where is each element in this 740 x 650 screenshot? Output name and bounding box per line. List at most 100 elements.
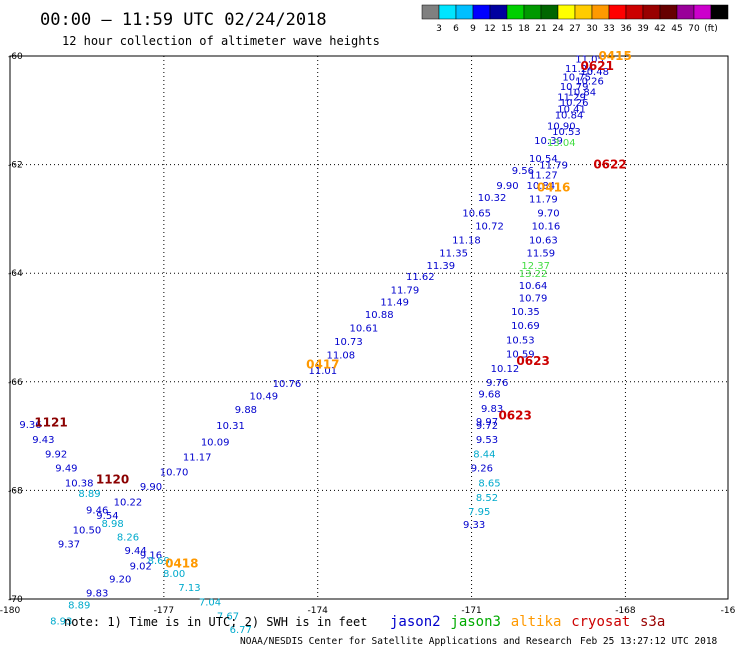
pass-time-label: 1121 bbox=[34, 416, 67, 430]
wave-height-value: 13.04 bbox=[547, 138, 576, 149]
wave-height-value: 10.64 bbox=[519, 281, 548, 292]
pass-time-label: 0621 bbox=[581, 59, 614, 73]
colorbar-swatch bbox=[591, 4, 610, 20]
pass-time-label: 0623 bbox=[498, 408, 531, 422]
x-tick-label: -177 bbox=[154, 606, 174, 616]
y-tick-label: -62 bbox=[8, 161, 23, 171]
wave-height-value: 8.93 bbox=[50, 617, 72, 628]
colorbar-label: 33 bbox=[603, 24, 614, 34]
wave-height-value: 8.52 bbox=[476, 493, 498, 504]
wave-height-value: 11.62 bbox=[406, 272, 435, 283]
colorbar-swatch bbox=[659, 4, 678, 20]
wave-height-value: 10.84 bbox=[568, 87, 597, 98]
wave-height-value: 9.90 bbox=[140, 482, 162, 493]
wave-height-value: 8.65 bbox=[478, 478, 500, 489]
colorbar-swatch bbox=[438, 4, 457, 20]
wave-height-value: 10.48 bbox=[580, 67, 609, 78]
wave-height-value: 10.84 bbox=[555, 111, 584, 122]
satellite-name: jason2 bbox=[390, 614, 441, 630]
wave-height-value: 7.04 bbox=[199, 598, 221, 609]
wave-height-value: 10.35 bbox=[511, 307, 540, 318]
wave-height-value: 9.54 bbox=[96, 511, 118, 522]
wave-height-value: 10.50 bbox=[73, 525, 102, 536]
wave-height-value: 10.65 bbox=[462, 208, 491, 219]
x-tick-label: -16 bbox=[721, 606, 736, 616]
wave-height-value: 8.89 bbox=[78, 489, 100, 500]
colorbar-swatch bbox=[421, 4, 440, 20]
wave-height-value: 7.13 bbox=[178, 583, 200, 594]
y-tick-label: -70 bbox=[8, 595, 23, 605]
wave-height-value: 10.12 bbox=[491, 364, 520, 375]
satellite-name: altika bbox=[511, 614, 562, 630]
x-tick-label: -174 bbox=[307, 606, 328, 616]
axis-ticks: -180 -177 -174 -171 -168 -16 -60 -62 -64 -66 -68 -7… bbox=[0, 52, 736, 616]
colorbar-legend: 3 6 9 12 15 18 21 24 27 30 33 36 39 42 45 70 (ft) bbox=[421, 4, 729, 34]
colorbar-swatch bbox=[540, 4, 559, 20]
wave-height-value: 9.92 bbox=[45, 449, 67, 460]
wave-height-value: 10.88 bbox=[365, 310, 394, 321]
colorbar-label: 9 bbox=[470, 24, 476, 34]
colorbar-label: 39 bbox=[637, 24, 649, 34]
wave-height-value: 10.41 bbox=[557, 105, 586, 116]
credit-left: NOAA/NESDIS Center for Satellite Applica… bbox=[240, 636, 572, 647]
colorbar-swatch bbox=[676, 4, 695, 20]
wave-height-value: 11.24 bbox=[565, 64, 594, 75]
wave-height-value: 10.90 bbox=[547, 122, 576, 133]
colorbar-swatch bbox=[523, 4, 542, 20]
satellite-legend: jason2 jason3 altika cryosat s3a bbox=[390, 614, 665, 630]
wave-height-value: 8.26 bbox=[117, 533, 139, 544]
wave-height-value: 9.46 bbox=[86, 505, 108, 516]
pass-time-label: 0622 bbox=[593, 158, 626, 172]
wave-height-value: 10.73 bbox=[334, 337, 363, 348]
wave-height-value: 9.88 bbox=[235, 405, 257, 416]
wave-height-value: 8.98 bbox=[101, 519, 123, 530]
wave-height-value: 9.83 bbox=[86, 588, 108, 599]
plot-frame bbox=[9, 55, 729, 600]
colorbar-swatch bbox=[625, 4, 644, 20]
wave-height-value: 8.89 bbox=[68, 600, 90, 611]
colorbar-label: 42 bbox=[654, 24, 665, 34]
wave-height-value: 7.95 bbox=[468, 507, 490, 518]
wave-height-value: 8.44 bbox=[473, 449, 495, 460]
wave-height-value: 9.16 bbox=[140, 550, 162, 561]
wave-height-value: 10.16 bbox=[532, 221, 561, 232]
wave-height-value: 9.20 bbox=[109, 574, 131, 585]
wave-height-value: 9.02 bbox=[130, 561, 152, 572]
colorbar-label: 3 bbox=[436, 24, 442, 34]
wave-height-value: 9.49 bbox=[55, 464, 77, 475]
wave-height-value: 9.33 bbox=[463, 520, 485, 531]
colorbar-label: 30 bbox=[586, 24, 598, 34]
colorbar-label: 12 bbox=[484, 24, 495, 34]
colorbar-label: 45 bbox=[671, 24, 682, 34]
wave-height-value: 11.49 bbox=[380, 297, 409, 308]
wave-height-value: 10.70 bbox=[160, 467, 189, 478]
wave-height-value: 7.67 bbox=[217, 611, 239, 622]
wave-height-value: 9.43 bbox=[32, 435, 54, 446]
wave-height-value: 10.09 bbox=[201, 438, 230, 449]
pass-time-label: 0416 bbox=[537, 180, 570, 194]
colorbar-label: 70 bbox=[688, 24, 700, 34]
credit-right: Feb 25 13:27:12 UTC 2018 bbox=[580, 636, 718, 647]
wave-height-value: 11.59 bbox=[526, 249, 555, 260]
wave-height-value: 9.76 bbox=[486, 378, 508, 389]
wave-height-value: 10.54 bbox=[529, 154, 558, 165]
wave-height-value: 10.53 bbox=[506, 335, 535, 346]
colorbar-label: 27 bbox=[569, 24, 580, 34]
satellite-name: cryosat bbox=[571, 614, 630, 630]
colorbar-swatch bbox=[693, 4, 712, 20]
colorbar-swatch bbox=[506, 4, 525, 20]
wave-height-value: 11.08 bbox=[326, 351, 355, 362]
wave-height-value: 9.36 bbox=[19, 420, 41, 431]
wave-height-value: 10.53 bbox=[552, 127, 581, 138]
wave-height-value: 9.70 bbox=[537, 208, 559, 219]
wave-height-value: 6.77 bbox=[230, 625, 252, 636]
x-tick-label: -168 bbox=[615, 606, 636, 616]
wave-height-value: 11.39 bbox=[426, 261, 455, 272]
wave-height-value: 11.29 bbox=[557, 93, 586, 104]
data-points: 11.0511.2410.4810.7510.2610.7910.8411.29… bbox=[19, 55, 609, 636]
wave-height-value: 10.79 bbox=[519, 294, 548, 305]
wave-height-value: 10.63 bbox=[529, 236, 558, 247]
colorbar-label: (ft) bbox=[704, 24, 718, 34]
wave-height-value: 11.35 bbox=[439, 249, 468, 260]
